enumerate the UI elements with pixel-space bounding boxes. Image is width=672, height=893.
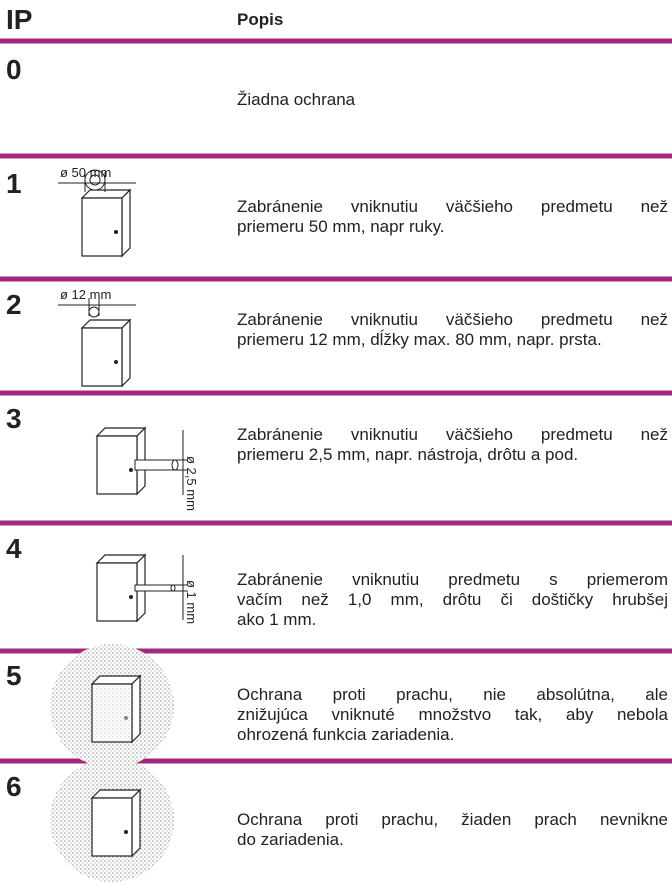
- row-code: 3: [6, 403, 22, 434]
- dimension-label: ø 2,5 mm: [184, 456, 199, 511]
- header-code: IP: [6, 4, 33, 35]
- description-line: Ochrana proti prachu, nie absolútna, ale: [237, 685, 668, 704]
- illustration-5: [50, 644, 174, 768]
- illustration-2: [58, 298, 136, 387]
- illustration-6: [50, 758, 174, 882]
- row-description: Zabránenie vniknutiu väčšieho predmetu n…: [237, 197, 668, 237]
- row-code: 5: [6, 660, 22, 691]
- row-code: 0: [6, 54, 22, 85]
- dimension-label: ø 50 mm: [60, 165, 112, 180]
- row-description: Zabránenie vniknutiu predmetu s priemero…: [237, 570, 668, 630]
- row-code: 4: [6, 533, 22, 564]
- description-line: Žiadna ochrana: [237, 90, 356, 109]
- description-line: ohrozená funkcia zariadenia.: [237, 725, 455, 744]
- dimension-label: ø 12 mm: [60, 287, 112, 302]
- description-line: Zabránenie vniknutiu väčšieho predmetu n…: [237, 310, 668, 329]
- description-line: Zabránenie vniknutiu predmetu s priemero…: [237, 570, 668, 589]
- illustration-1: [58, 169, 136, 257]
- description-line: vačím než 1,0 mm, drôtu či doštičky hrub…: [237, 590, 668, 609]
- description-line: Ochrana proti prachu, žiaden prach nevni…: [237, 810, 668, 829]
- row-description: Ochrana proti prachu, žiaden prach nevni…: [237, 810, 668, 850]
- description-line: priemeru 12 mm, dĺžky max. 80 mm, napr. …: [237, 330, 602, 349]
- row-description: Zabránenie vniknutiu väčšieho predmetu n…: [237, 310, 668, 350]
- row-description: Zabránenie vniknutiu väčšieho predmetu n…: [237, 425, 668, 465]
- row-code: 1: [6, 168, 22, 199]
- description-line: ako 1 mm.: [237, 610, 317, 629]
- description-line: Zabránenie vniknutiu väčšieho predmetu n…: [237, 425, 668, 444]
- description-line: znižujúca vniknuté množstvo tak, aby neb…: [237, 705, 668, 724]
- row-code: 2: [6, 289, 22, 320]
- description-line: Zabránenie vniknutiu väčšieho predmetu n…: [237, 197, 668, 216]
- description-line: priemeru 2,5 mm, napr. nástroja, drôtu a…: [237, 445, 579, 464]
- row-description: Žiadna ochrana: [237, 90, 668, 110]
- header-description: Popis: [237, 10, 284, 29]
- illustration-3: [96, 427, 188, 495]
- description-line: priemeru 50 mm, napr ruky.: [237, 217, 445, 236]
- illustration-4: [96, 554, 188, 622]
- description-line: do zariadenia.: [237, 830, 344, 849]
- row-description: Ochrana proti prachu, nie absolútna, ale…: [237, 685, 668, 745]
- dimension-label: ø 1 mm: [184, 580, 199, 625]
- row-code: 6: [6, 771, 22, 802]
